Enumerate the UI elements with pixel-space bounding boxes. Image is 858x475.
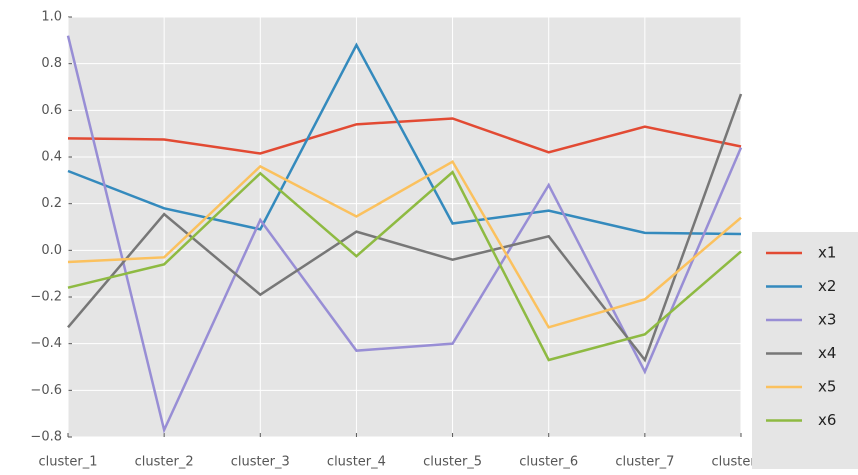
x-tick-label: cluster_4 (327, 455, 386, 470)
legend-label: x6 (818, 411, 836, 429)
y-tick-label: 0.8 (41, 56, 62, 71)
y-tick-label: −0.4 (30, 336, 62, 351)
x-tick-label: cluster_6 (519, 455, 578, 470)
x-tick-label: cluster_5 (423, 455, 482, 470)
legend-label: x5 (818, 378, 836, 396)
y-tick-label: 0.0 (41, 243, 62, 258)
y-tick-label: 0.2 (41, 196, 62, 211)
legend-box (752, 232, 858, 469)
line-series (67, 170, 742, 362)
y-tick-label: −0.2 (30, 290, 62, 305)
line-series (67, 159, 742, 329)
y-tick-label: −0.8 (30, 430, 62, 445)
line-series (67, 42, 742, 236)
x-tick-label: cluster_3 (231, 455, 290, 470)
y-tick-label: 0.4 (41, 150, 62, 165)
x-tick-label: cluster_7 (615, 455, 674, 470)
line-series (67, 117, 742, 155)
x-tick-label: cluster_2 (135, 455, 194, 470)
legend-label: x1 (818, 244, 836, 262)
legend-label: x3 (818, 311, 836, 329)
legend-label: x2 (818, 277, 836, 295)
y-tick-label: 0.6 (41, 103, 62, 118)
plot-area (68, 17, 741, 437)
y-tick-label: 1.0 (41, 10, 62, 25)
x-tick-label: cluster_1 (39, 455, 98, 470)
legend-label: x4 (818, 344, 836, 362)
y-tick-label: −0.6 (30, 383, 62, 398)
